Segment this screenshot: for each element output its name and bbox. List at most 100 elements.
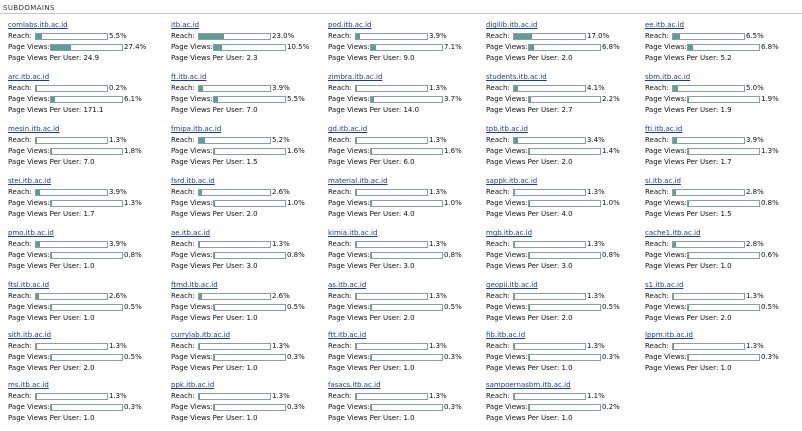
- subdomain-link[interactable]: comlabs.itb.ac.id: [8, 21, 68, 29]
- page-views-bar-fill: [51, 97, 56, 102]
- reach-value: 1.3%: [587, 188, 605, 196]
- per-user-value: 1.0: [720, 364, 732, 372]
- subdomain-link[interactable]: fsrd.itb.ac.id: [171, 177, 215, 185]
- page-views-label: Page Views:: [171, 95, 213, 103]
- page-views-bar-fill: [688, 355, 689, 360]
- page-views-bar-fill: [51, 305, 52, 310]
- subdomain-link[interactable]: currylab.itb.ac.id: [171, 331, 231, 339]
- reach-bar-fill: [199, 190, 202, 195]
- page-views-value: 0.2%: [602, 403, 620, 411]
- per-user-row: Page Views Per User: 1.0: [486, 364, 573, 373]
- page-views-bar: [370, 148, 443, 155]
- subdomain-link[interactable]: kimia.itb.ac.id: [328, 229, 378, 237]
- subdomain-link[interactable]: ftt.itb.ac.id: [328, 331, 367, 339]
- page-views-bar: [370, 354, 443, 361]
- page-views-value: 0.8%: [444, 251, 462, 259]
- reach-value: 1.3%: [429, 342, 447, 350]
- page-views-value: 2.2%: [602, 95, 620, 103]
- subdomain-link[interactable]: pmo.itb.ac.id: [8, 229, 54, 237]
- page-views-label: Page Views:: [645, 353, 687, 361]
- page-views-value: 6.1%: [124, 95, 142, 103]
- subdomain-link[interactable]: fti.itb.ac.id: [645, 125, 683, 133]
- subdomain-entry: currylab.itb.ac.id Reach: 1.3% Page Views: 0…: [171, 331, 331, 381]
- per-user-label: Page Views Per User:: [171, 210, 247, 218]
- reach-value: 3.9%: [109, 188, 127, 196]
- subdomain-link[interactable]: arc.itb.ac.id: [8, 73, 50, 81]
- subdomain-entry: sampoernasbm.itb.ac.id Reach: 1.1% Page Vie…: [486, 381, 646, 431]
- subdomain-link[interactable]: sappk.itb.ac.id: [486, 177, 538, 185]
- subdomain-link[interactable]: gd.itb.ac.id: [328, 125, 368, 133]
- per-user-value: 1.0: [83, 314, 95, 322]
- reach-value: 5.5%: [109, 32, 127, 40]
- subdomain-link[interactable]: mesin.itb.ac.id: [8, 125, 60, 133]
- subdomain-link[interactable]: sith.itb.ac.id: [8, 331, 52, 339]
- reach-bar: [198, 393, 271, 400]
- subdomain-entry: digilib.itb.ac.id Reach: 17.0% Page Views: 6…: [486, 21, 646, 71]
- page-views-bar-fill: [371, 97, 374, 102]
- reach-value: 5.0%: [746, 84, 764, 92]
- subdomain-link[interactable]: s1.itb.ac.id: [645, 281, 684, 289]
- page-views-value: 0.3%: [124, 403, 142, 411]
- subdomain-link[interactable]: pod.itb.ac.id: [328, 21, 372, 29]
- subdomain-link[interactable]: itb.ac.id: [171, 21, 200, 29]
- per-user-row: Page Views Per User: 3.0: [171, 262, 258, 271]
- subdomain-link[interactable]: material.itb.ac.id: [328, 177, 388, 185]
- subdomain-link[interactable]: si.itb.ac.id: [645, 177, 681, 185]
- subdomain-link[interactable]: fib.itb.ac.id: [486, 331, 526, 339]
- reach-bar-fill: [514, 34, 533, 39]
- per-user-row: Page Views Per User: 1.0: [171, 314, 258, 323]
- reach-bar-fill: [356, 394, 358, 399]
- reach-label: Reach:: [328, 392, 352, 400]
- page-views-label: Page Views:: [328, 95, 370, 103]
- subdomain-link[interactable]: lppm.itb.ac.id: [645, 331, 693, 339]
- reach-bar-fill: [673, 294, 675, 299]
- page-views-label: Page Views:: [645, 43, 687, 51]
- per-user-value: 9.0: [403, 54, 415, 62]
- reach-label: Reach:: [645, 240, 669, 248]
- page-views-label: Page Views:: [486, 95, 528, 103]
- reach-bar: [198, 85, 271, 92]
- reach-bar-fill: [199, 344, 201, 349]
- page-views-label: Page Views:: [328, 353, 370, 361]
- reach-bar-fill: [199, 394, 201, 399]
- reach-label: Reach:: [8, 240, 32, 248]
- subdomain-link[interactable]: as.itb.ac.id: [328, 281, 367, 289]
- subdomain-link[interactable]: geopii.itb.ac.id: [486, 281, 538, 289]
- page-views-bar-fill: [371, 253, 372, 258]
- subdomain-link[interactable]: stei.itb.ac.id: [8, 177, 51, 185]
- reach-value: 3.9%: [272, 84, 290, 92]
- per-user-value: 1.0: [720, 262, 732, 270]
- subdomain-link[interactable]: ftsl.itb.ac.id: [8, 281, 50, 289]
- subdomain-link[interactable]: ft.itb.ac.id: [171, 73, 207, 81]
- subdomain-link[interactable]: cache1.itb.ac.id: [645, 229, 701, 237]
- subdomain-link[interactable]: fasacs.itb.ac.id: [328, 381, 381, 389]
- subdomain-link[interactable]: sampoernasbm.itb.ac.id: [486, 381, 571, 389]
- page-views-bar-fill: [529, 149, 531, 154]
- subdomain-link[interactable]: students.itb.ac.id: [486, 73, 547, 81]
- per-user-label: Page Views Per User:: [171, 106, 247, 114]
- reach-bar: [35, 343, 108, 350]
- page-views-bar-fill: [371, 45, 377, 50]
- subdomain-link[interactable]: ee.itb.ac.id: [645, 21, 684, 29]
- per-user-value: 2.0: [561, 158, 573, 166]
- reach-bar: [672, 189, 745, 196]
- reach-bar: [35, 137, 108, 144]
- subdomain-entry: si.itb.ac.id Reach: 2.8% Page Views: 0.8% Pag…: [645, 177, 802, 227]
- subdomain-link[interactable]: mgb.itb.ac.id: [486, 229, 533, 237]
- subdomain-link[interactable]: ae.itb.ac.id: [171, 229, 210, 237]
- reach-bar-fill: [514, 138, 518, 143]
- subdomain-link[interactable]: ftmd.itb.ac.id: [171, 281, 218, 289]
- subdomain-link[interactable]: sbm.itb.ac.id: [645, 73, 691, 81]
- subdomain-link[interactable]: tpb.itb.ac.id: [486, 125, 528, 133]
- page-views-bar: [50, 44, 123, 51]
- subdomain-link[interactable]: zimbra.itb.ac.id: [328, 73, 383, 81]
- subdomain-link[interactable]: ms.itb.ac.id: [8, 381, 49, 389]
- reach-bar: [355, 85, 428, 92]
- subdomain-link[interactable]: fmipa.itb.ac.id: [171, 125, 222, 133]
- reach-bar: [35, 189, 108, 196]
- page-views-value: 1.3%: [761, 147, 779, 155]
- subdomain-link[interactable]: ppk.itb.ac.id: [171, 381, 215, 389]
- page-views-label: Page Views:: [328, 43, 370, 51]
- page-views-bar: [213, 96, 286, 103]
- subdomain-link[interactable]: digilib.itb.ac.id: [486, 21, 538, 29]
